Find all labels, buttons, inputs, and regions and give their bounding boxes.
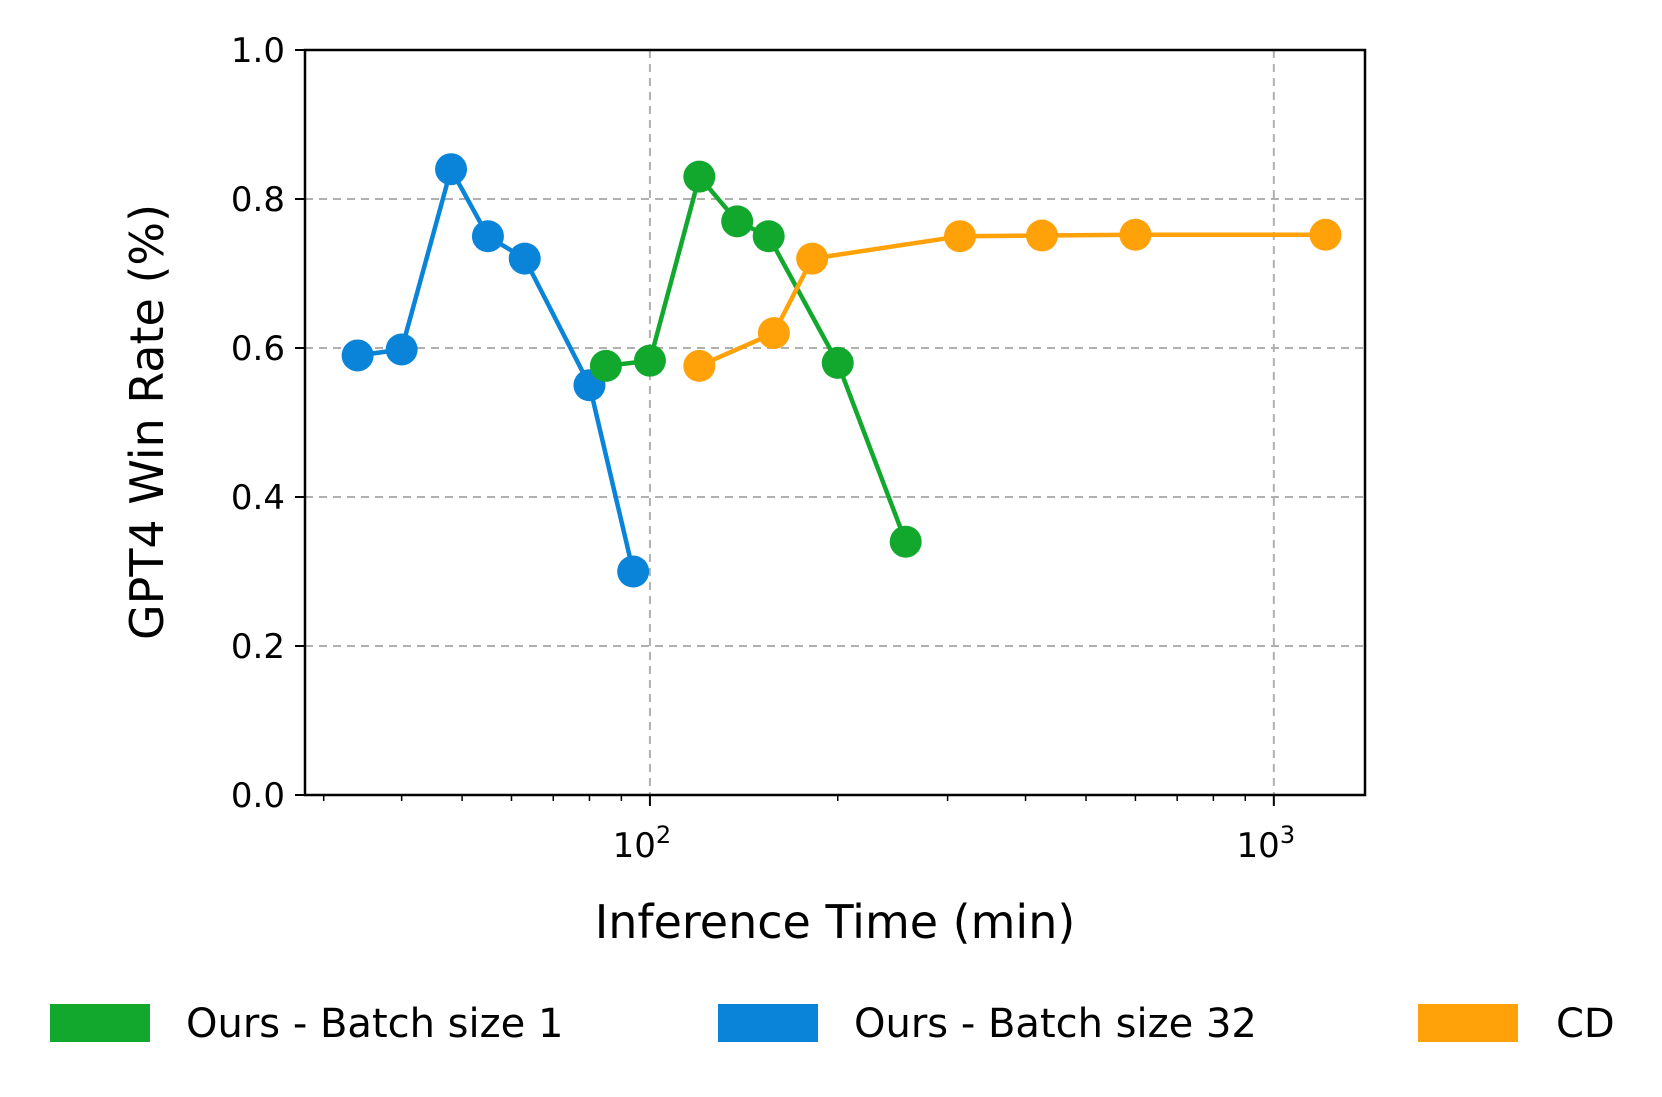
legend-swatch: [50, 1004, 150, 1042]
data-point: [796, 242, 829, 275]
data-point: [589, 349, 622, 382]
data-point: [752, 220, 785, 253]
plot-frame: [303, 48, 1367, 797]
x-tick-label: 103: [1237, 821, 1296, 866]
data-point: [471, 220, 504, 253]
x-tick-label: 102: [613, 821, 672, 866]
data-point: [341, 339, 374, 372]
data-point: [435, 153, 468, 186]
axis-ticks: 0.0 0.2 0.4 0.6 0.8 1.0 102 103: [231, 31, 1295, 866]
data-point: [943, 220, 976, 253]
data-point: [1025, 219, 1058, 252]
series-line: [698, 232, 1326, 368]
y-tick-label: 1.0: [231, 31, 285, 71]
x-axis-title: Inference Time (min): [595, 895, 1076, 949]
data-point: [633, 344, 666, 377]
data-point: [385, 333, 418, 366]
legend: Ours - Batch size 1 Ours - Batch size 32 C…: [50, 1001, 1615, 1047]
data-point: [1309, 218, 1342, 251]
y-tick-label: 0.8: [231, 180, 285, 220]
data-point: [757, 317, 790, 350]
legend-label: Ours - Batch size 1: [186, 1001, 563, 1047]
data-point: [721, 205, 754, 238]
y-tick-label: 0.4: [231, 478, 285, 518]
grid-lines: [305, 50, 1365, 795]
data-point: [508, 242, 541, 275]
data-point: [821, 346, 854, 379]
legend-label: CD: [1556, 1001, 1615, 1047]
y-axis-title: GPT4 Win Rate (%): [120, 204, 174, 640]
legend-swatch: [1418, 1004, 1518, 1042]
data-point: [1119, 218, 1152, 251]
data-point: [683, 349, 716, 382]
data-point: [617, 555, 650, 588]
y-tick-label: 0.0: [231, 776, 285, 816]
legend-label: Ours - Batch size 32: [854, 1001, 1257, 1047]
y-tick-label: 0.2: [231, 627, 285, 667]
plot-series: [341, 153, 1342, 588]
y-tick-label: 0.6: [231, 329, 285, 369]
data-point: [889, 525, 922, 558]
legend-swatch: [718, 1004, 818, 1042]
data-point: [683, 160, 716, 193]
